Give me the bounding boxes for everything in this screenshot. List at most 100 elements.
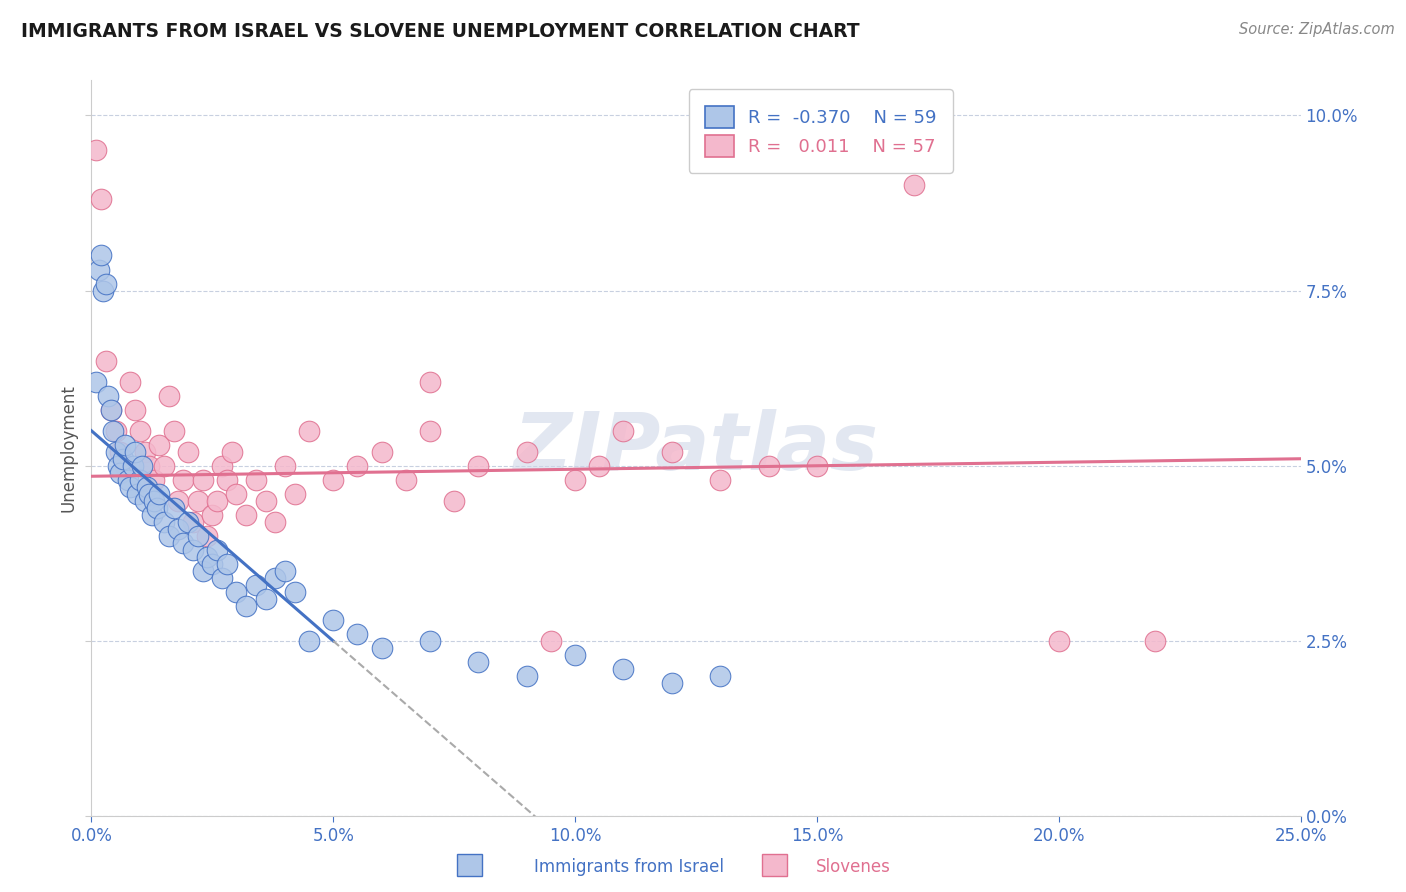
Point [370,444,392,458]
Point [104,424,127,438]
Text: ZIPatlas: ZIPatlas [513,409,879,487]
Point [134,444,156,458]
Point [225,487,247,501]
Point [94,277,117,291]
Point [221,444,243,458]
Point [709,669,731,683]
Point [148,487,170,501]
Point [419,424,441,438]
Point [138,487,160,501]
Point [758,458,780,473]
Point [346,458,368,473]
Point [162,424,184,438]
Point [205,493,228,508]
Point [120,480,142,494]
Point [124,402,146,417]
Point [143,493,166,508]
Point [153,515,176,529]
Point [612,424,634,438]
Point [211,458,233,473]
Point [322,473,344,487]
Point [298,634,321,648]
Point [274,564,297,578]
Point [100,402,122,417]
Point [540,634,562,648]
Point [370,640,392,655]
Point [201,508,224,522]
Point [215,473,238,487]
Point [167,522,190,536]
Point [235,508,257,522]
Point [191,564,214,578]
Point [201,557,224,571]
Point [181,542,204,557]
Point [127,487,149,501]
Point [136,480,159,494]
Point [298,424,321,438]
Point [114,458,136,473]
Point [84,144,107,158]
Point [661,444,683,458]
Point [177,515,200,529]
Point [167,493,190,508]
Point [903,178,925,193]
Point [141,508,163,522]
Point [107,458,129,473]
Point [235,599,257,613]
Point [94,353,117,368]
Point [211,571,233,585]
Point [131,458,153,473]
Legend: R =  -0.370    N = 59, R =   0.011    N = 57: R = -0.370 N = 59, R = 0.011 N = 57 [689,89,953,173]
Point [346,627,368,641]
Point [84,375,107,389]
Point [264,515,287,529]
Point [172,473,194,487]
Point [143,473,166,487]
Point [467,655,489,669]
Point [110,466,132,480]
Point [90,248,112,262]
Point [516,669,538,683]
Point [177,444,200,458]
Point [588,458,610,473]
Point [153,458,176,473]
Point [283,585,305,599]
Point [215,557,238,571]
Point [661,676,683,690]
Point [90,193,112,207]
Point [191,473,214,487]
Point [187,493,209,508]
Text: Source: ZipAtlas.com: Source: ZipAtlas.com [1239,22,1395,37]
Point [138,458,160,473]
Point [100,402,122,417]
Point [197,549,219,564]
Point [162,500,184,515]
Point [264,571,287,585]
Point [245,473,267,487]
Point [187,529,209,543]
Point [157,529,180,543]
Point [225,585,247,599]
Point [128,473,150,487]
Point [254,493,277,508]
Point [121,458,143,473]
Text: Immigrants from Israel: Immigrants from Israel [534,858,724,876]
Point [322,613,344,627]
Point [104,444,127,458]
Text: IMMIGRANTS FROM ISRAEL VS SLOVENE UNEMPLOYMENT CORRELATION CHART: IMMIGRANTS FROM ISRAEL VS SLOVENE UNEMPL… [21,22,859,41]
Point [114,438,136,452]
Point [101,424,124,438]
Point [709,473,731,487]
Point [145,500,167,515]
Point [134,493,156,508]
Text: Slovenes: Slovenes [815,858,890,876]
Point [467,458,489,473]
Point [283,487,305,501]
Point [93,284,115,298]
Point [274,458,297,473]
Point [1047,634,1070,648]
Point [97,389,120,403]
Point [564,473,586,487]
Point [419,375,441,389]
Point [128,424,150,438]
